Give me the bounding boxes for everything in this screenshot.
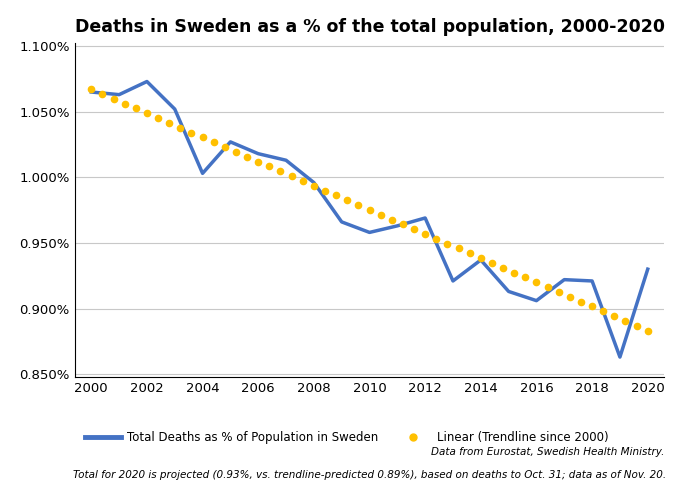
- Title: Deaths in Sweden as a % of the total population, 2000-2020: Deaths in Sweden as a % of the total pop…: [75, 18, 664, 36]
- Legend: Total Deaths as % of Population in Sweden, Linear (Trendline since 2000): Total Deaths as % of Population in Swede…: [81, 426, 613, 448]
- Text: Total for 2020 is projected (0.93%, vs. trendline-predicted 0.89%), based on dea: Total for 2020 is projected (0.93%, vs. …: [73, 470, 666, 480]
- Text: Data from Eurostat, Swedish Health Ministry.: Data from Eurostat, Swedish Health Minis…: [431, 447, 664, 457]
